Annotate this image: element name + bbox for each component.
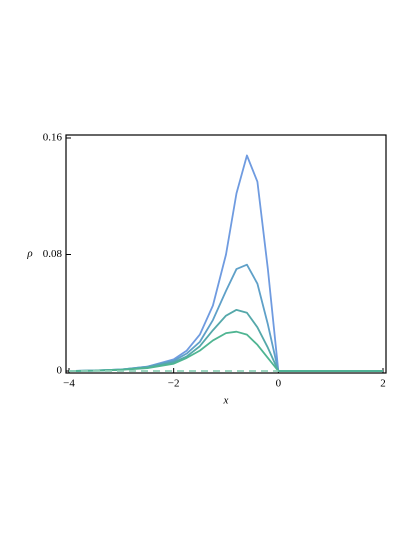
x-axis-label: x xyxy=(223,395,229,407)
y-tick-label: 0.08 xyxy=(43,248,63,260)
series-line xyxy=(68,308,383,372)
x-tick-label: 0 xyxy=(276,378,282,390)
x-tick-label: −2 xyxy=(168,378,180,390)
y-axis-label: ρ xyxy=(26,248,32,260)
y-tick-label: 0 xyxy=(57,365,63,377)
x-tick-label: 2 xyxy=(380,378,386,390)
y-tick-label: 0.16 xyxy=(43,132,63,144)
series-line xyxy=(68,263,383,372)
x-tick-label: −4 xyxy=(63,378,75,390)
series-line xyxy=(68,330,383,372)
series-line xyxy=(68,154,383,372)
